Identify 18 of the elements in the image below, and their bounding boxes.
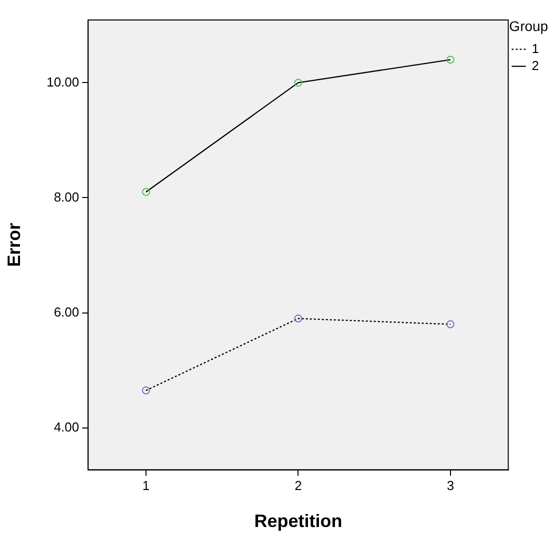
x-tick-label: 3 bbox=[446, 478, 454, 494]
y-tick-label: 8.00 bbox=[54, 189, 80, 204]
x-axis-title: Repetition bbox=[254, 511, 342, 532]
x-tick-label: 1 bbox=[142, 478, 150, 494]
x-tick-label: 2 bbox=[294, 478, 302, 494]
y-axis-title: Error bbox=[4, 222, 24, 267]
point bbox=[294, 314, 302, 323]
legend-label: 2 bbox=[532, 58, 540, 73]
point bbox=[446, 320, 454, 328]
point bbox=[294, 78, 302, 87]
legend-label: 1 bbox=[532, 40, 540, 56]
legend-title: Group bbox=[509, 18, 548, 34]
y-tick-label: 10.00 bbox=[46, 74, 80, 90]
point bbox=[142, 188, 150, 196]
y-tick-label: 4.00 bbox=[54, 419, 80, 434]
point bbox=[142, 386, 150, 394]
y-tick-label: 6.00 bbox=[54, 304, 80, 320]
point bbox=[446, 56, 454, 64]
